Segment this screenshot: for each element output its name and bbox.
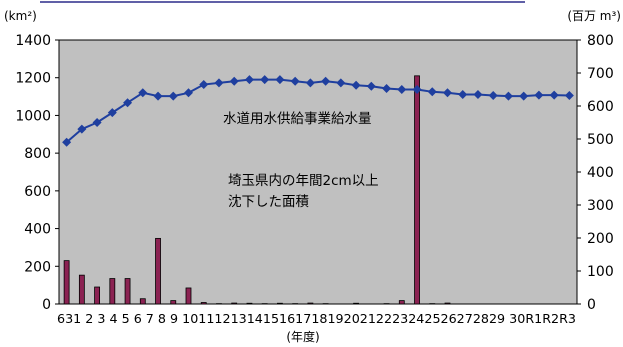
bar: [200, 302, 207, 305]
line-point: [549, 90, 559, 100]
line-point: [443, 88, 452, 98]
line-point: [77, 124, 87, 134]
line-point: [351, 80, 361, 90]
bar: [444, 302, 451, 305]
bar: [109, 278, 116, 305]
bar: [170, 300, 177, 305]
line-point: [458, 89, 468, 99]
line-point: [336, 78, 346, 88]
left-tick-label: 1000: [15, 108, 51, 124]
bar: [63, 260, 70, 305]
bar: [307, 302, 314, 305]
line-point: [503, 91, 513, 101]
line-point: [244, 75, 254, 85]
line-point: [321, 76, 331, 86]
line-point: [397, 85, 407, 94]
right-tick-label: 600: [587, 99, 614, 115]
bar-series-annotation-line1: 埼玉県内の年間2cm以上: [228, 173, 379, 189]
bar-series-annotation-line2: 沈下した面積: [228, 194, 309, 210]
line-point: [123, 98, 133, 108]
x-tick-labels: 631 2 3 4 5 6 7 8 9 10111213141516171819…: [57, 311, 576, 326]
line-point: [229, 76, 239, 86]
line-point: [305, 78, 315, 88]
line-point: [153, 91, 163, 101]
line-series-annotation: 水道用水供給事業給水量: [223, 111, 372, 127]
line-point: [488, 90, 498, 100]
line-point: [412, 85, 422, 94]
right-tick-label: 800: [587, 33, 614, 49]
bar: [277, 302, 283, 305]
right-unit-label: (百万 m³): [567, 9, 621, 23]
left-tick-label: 800: [24, 146, 51, 162]
line-series: [62, 75, 574, 147]
line-point: [290, 76, 300, 86]
line-point: [214, 78, 224, 88]
bar: [185, 287, 192, 305]
bar: [398, 300, 405, 305]
bar: [353, 302, 359, 305]
line-point: [366, 81, 376, 91]
line-point: [107, 108, 117, 118]
right-axis: 0 100 200 300 400 500 600 700 800: [577, 33, 614, 313]
right-tick-label: 500: [587, 132, 614, 148]
left-tick-label: 1400: [15, 33, 51, 49]
line-point: [138, 88, 148, 98]
bar: [155, 237, 161, 305]
left-tick-label: 200: [24, 259, 51, 275]
bar: [246, 302, 253, 305]
line-point: [473, 89, 483, 99]
line-point: [519, 91, 529, 101]
x-axis-label: (年度): [286, 329, 319, 344]
line-point: [168, 91, 178, 101]
left-axis: 0 200 400 600 800 1000 1200 1400: [15, 33, 59, 313]
line-point: [382, 84, 392, 94]
line-point: [92, 118, 102, 127]
line-point: [564, 90, 574, 100]
bar: [124, 278, 131, 305]
line-point: [275, 75, 285, 85]
bar: [139, 298, 146, 305]
bar: [94, 286, 100, 305]
bar: [414, 75, 420, 305]
bar: [231, 302, 238, 305]
right-tick-label: 300: [587, 198, 614, 214]
left-unit-label: (km²): [4, 9, 37, 23]
right-tick-label: 100: [587, 264, 614, 280]
line-point: [427, 87, 437, 97]
right-tick-label: 400: [587, 165, 614, 181]
line-path: [65, 78, 570, 144]
left-tick-label: 600: [24, 184, 51, 200]
line-point: [199, 80, 209, 90]
line-point: [184, 88, 193, 98]
right-tick-label: 200: [587, 231, 614, 247]
line-point: [534, 90, 544, 100]
line-point: [62, 137, 72, 147]
right-tick-label: 0: [587, 297, 596, 313]
line-point: [260, 75, 270, 85]
bar-series: [63, 75, 451, 305]
plot-area: [58, 39, 578, 305]
left-tick-label: 0: [42, 297, 51, 313]
bar: [78, 274, 85, 305]
right-tick-label: 700: [587, 66, 614, 82]
left-tick-label: 1200: [15, 71, 51, 87]
left-tick-label: 400: [24, 222, 51, 238]
